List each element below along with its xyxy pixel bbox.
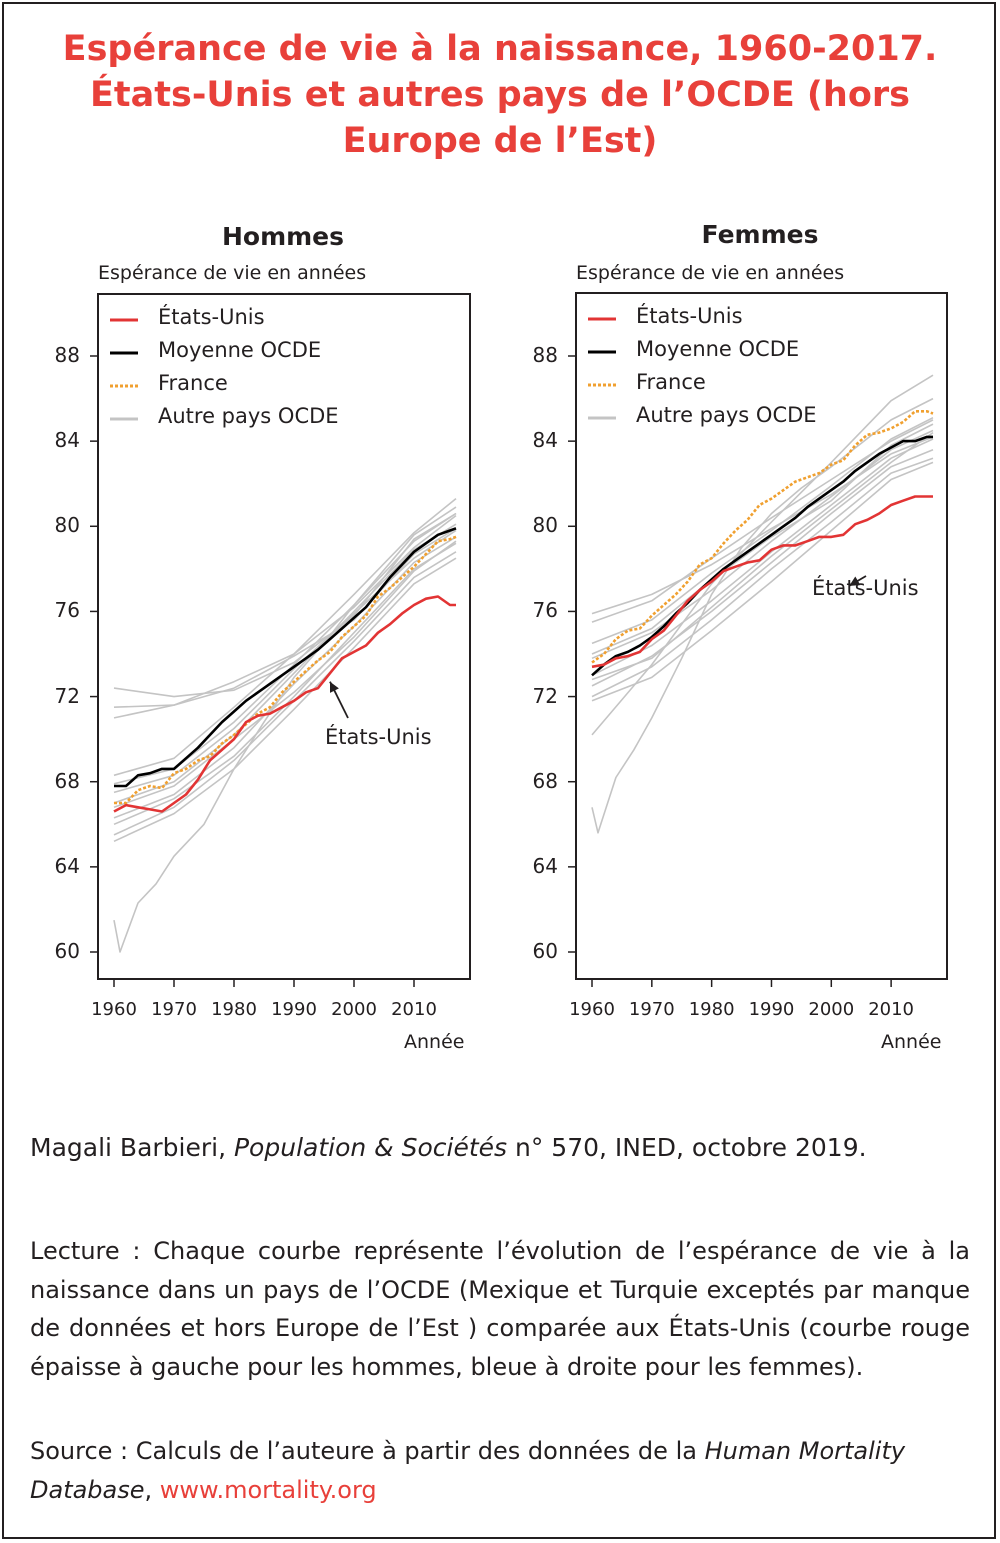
series-line-femmes-other-3	[591, 374, 934, 736]
y-tick-label-hommes-60: 60	[54, 939, 80, 963]
x-axis-label-hommes: Année	[404, 1031, 465, 1053]
source-note: Source : Calculs de l’auteure à partir d…	[30, 1432, 970, 1509]
legend-label-hommes-others: Autre pays OCDE	[158, 404, 339, 428]
series-line-hommes-other-13	[113, 540, 457, 809]
x-tick-label-femmes-2000: 2000	[808, 999, 855, 1020]
x-tick-label-hommes-2010: 2010	[391, 999, 437, 1020]
legend-label-femmes-others: Autre pays OCDE	[636, 403, 817, 427]
legend-label-femmes-oecd: Moyenne OCDE	[636, 337, 800, 361]
source-prefix: Source : Calculs de l’auteure à partir d…	[30, 1437, 705, 1465]
y-tick-label-hommes-80: 80	[54, 513, 80, 538]
y-tick-label-hommes-84: 84	[54, 428, 80, 453]
main-title: Espérance de vie à la naissance, 1960-20…	[0, 26, 1000, 164]
citation: Magali Barbieri, Population & Sociétés n…	[30, 1133, 980, 1162]
series-line-hommes-other-14	[113, 529, 457, 794]
series-line-femmes-other-6	[591, 416, 934, 645]
series-line-femmes-other-4	[591, 419, 934, 623]
series-line-femmes-oecd	[591, 435, 933, 677]
x-tick-label-femmes-1960: 1960	[569, 999, 615, 1020]
y-tick-label-femmes-84: 84	[532, 428, 558, 453]
plot-frame-hommes	[97, 293, 471, 980]
series-line-femmes-other-9	[591, 448, 934, 687]
y-tick-label-femmes-88: 88	[532, 343, 558, 367]
y-tick-label-femmes-80: 80	[532, 513, 558, 538]
series-line-femmes-us	[591, 495, 933, 669]
y-tick-label-hommes-72: 72	[54, 683, 80, 708]
main-title-line-1: Espérance de vie à la naissance, 1960-20…	[62, 29, 938, 69]
legend-label-femmes-france: France	[636, 370, 706, 394]
reading-note: Lecture : Chaque courbe représente l’évo…	[30, 1237, 970, 1381]
annotation-arrowhead-femmes	[849, 576, 861, 586]
annotation-label-femmes: États-Unis	[812, 576, 919, 600]
y-tick-label-hommes-68: 68	[54, 768, 80, 793]
series-line-hommes-other-10	[113, 542, 457, 826]
source-database: Human Mortality Database	[30, 1437, 906, 1504]
legend-label-hommes-oecd: Moyenne OCDE	[158, 338, 322, 362]
x-tick-label-hommes-1990: 1990	[271, 999, 317, 1020]
series-line-hommes-other-15	[113, 506, 457, 953]
main-title-line-3: Europe de l’Est)	[342, 121, 658, 161]
y-tick-label-femmes-60: 60	[532, 939, 558, 963]
x-tick-label-hommes-1960: 1960	[91, 999, 137, 1020]
source-url-link[interactable]: www.mortality.org	[159, 1475, 377, 1504]
y-axis-label-hommes: Espérance de vie en années	[98, 262, 367, 284]
series-line-hommes-france	[114, 535, 457, 805]
x-tick-label-hommes-2000: 2000	[331, 999, 377, 1020]
series-line-femmes-other-11	[591, 461, 934, 702]
y-tick-label-femmes-68: 68	[532, 768, 558, 793]
citation-journal: Population & Sociétés	[233, 1133, 508, 1162]
panel-title-femmes: Femmes	[701, 220, 819, 249]
x-tick-label-femmes-1970: 1970	[628, 999, 675, 1020]
x-tick-label-femmes-2010: 2010	[868, 999, 915, 1020]
series-line-hommes-other-4	[113, 527, 457, 708]
x-axis-label-femmes: Année	[881, 1031, 942, 1053]
legend-label-hommes-us: États-Unis	[158, 305, 265, 329]
series-line-hommes-other-12	[113, 557, 457, 843]
plot-area-hommes	[90, 293, 471, 987]
plot-frame-femmes	[575, 292, 948, 980]
annotation-label-hommes: États-Unis	[325, 725, 432, 749]
x-tick-label-hommes-1980: 1980	[211, 999, 257, 1020]
series-line-femmes-other-12	[591, 431, 934, 681]
series-line-femmes-other-5	[591, 436, 934, 615]
series-line-hommes-other-5	[113, 512, 457, 698]
plot-area-femmes	[568, 292, 948, 987]
x-tick-label-femmes-1980: 1980	[688, 999, 735, 1020]
series-line-femmes-other-8	[591, 438, 934, 677]
y-tick-label-hommes-64: 64	[54, 853, 80, 878]
y-tick-label-hommes-76: 76	[54, 598, 80, 623]
series-line-femmes-france	[591, 409, 934, 664]
series-line-hommes-us	[113, 595, 456, 813]
x-tick-label-hommes-1970: 1970	[151, 999, 197, 1020]
series-line-hommes-oecd	[114, 527, 457, 788]
citation-rest: n° 570, INED, octobre 2019.	[507, 1133, 867, 1162]
source-separator: ,	[144, 1475, 160, 1504]
series-line-hommes-other-8	[113, 523, 457, 804]
y-tick-label-femmes-76: 76	[532, 598, 558, 623]
legend-label-femmes-us: États-Unis	[636, 304, 743, 328]
series-line-femmes-other-10	[591, 457, 934, 698]
panel-title-hommes: Hommes	[221, 222, 345, 251]
series-line-femmes-other-7	[591, 429, 934, 660]
y-axis-label-femmes: Espérance de vie en années	[576, 262, 845, 284]
main-title-line-2: États-Unis et autres pays de l’OCDE (hor…	[90, 75, 910, 115]
series-line-hommes-other-9	[113, 536, 457, 819]
y-tick-label-hommes-88: 88	[54, 343, 80, 367]
series-line-femmes-other-13	[591, 423, 934, 655]
citation-author: Magali Barbieri,	[30, 1133, 234, 1162]
series-line-femmes-other-14	[591, 397, 934, 834]
y-tick-label-femmes-64: 64	[532, 853, 558, 878]
x-tick-label-femmes-1990: 1990	[748, 999, 795, 1020]
y-tick-label-femmes-72: 72	[532, 683, 558, 708]
series-line-hommes-other-6	[113, 497, 457, 777]
legend-label-hommes-france: France	[158, 371, 228, 395]
annotation-arrowhead-hommes	[330, 681, 339, 693]
